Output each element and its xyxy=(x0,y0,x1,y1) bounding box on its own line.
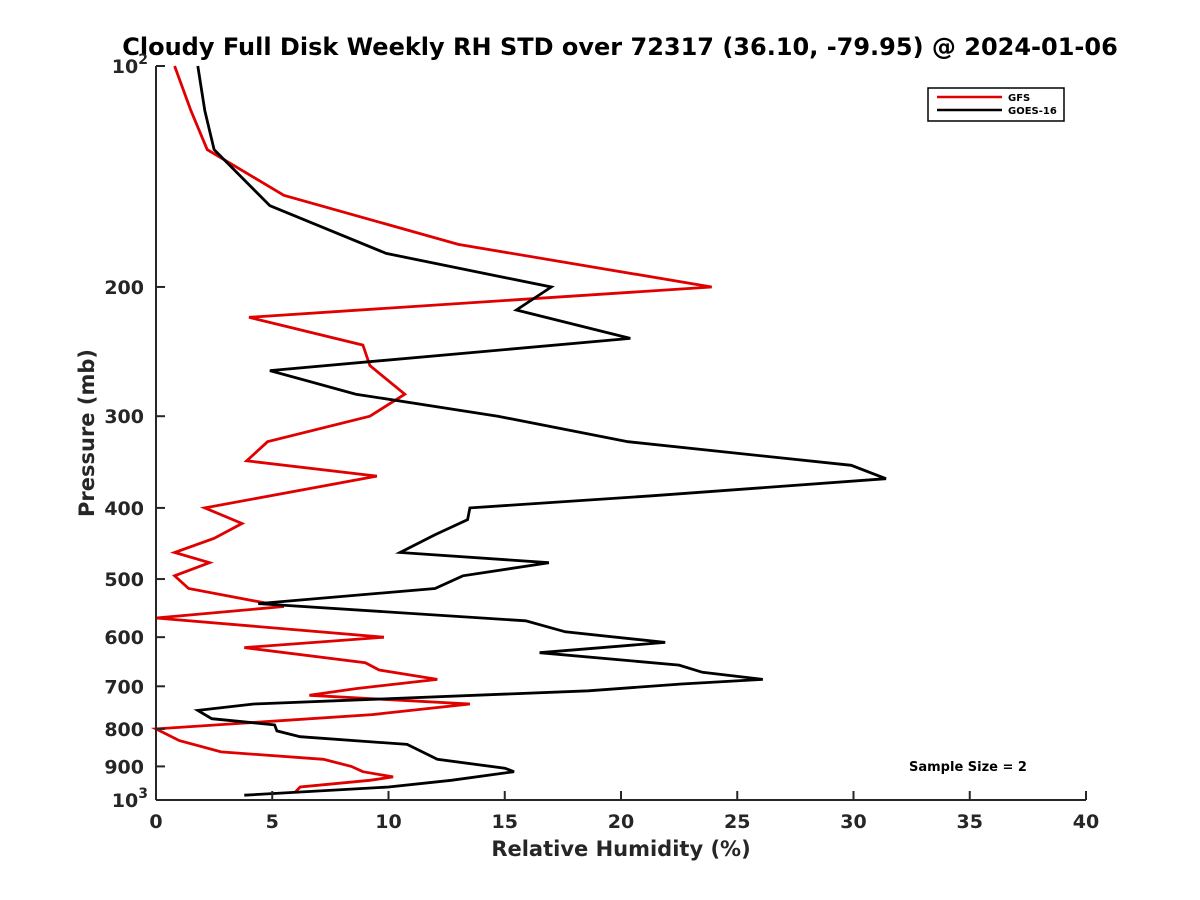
series-line-gfs xyxy=(150,65,712,793)
y-tick-label: 400 xyxy=(104,498,144,520)
x-tick-label: 35 xyxy=(957,811,983,833)
series-layer xyxy=(150,65,887,797)
y-tick-label: 200 xyxy=(104,277,144,299)
plot-background xyxy=(156,66,1086,800)
series-line-goes16 xyxy=(193,65,887,797)
y-axis-label: Pressure (mb) xyxy=(75,349,99,517)
y-tick-label: 800 xyxy=(104,719,144,741)
legend-box xyxy=(927,87,1065,122)
sample-size-annotation: Sample Size = 2 xyxy=(909,760,1027,775)
x-axis-label: Relative Humidity (%) xyxy=(491,837,750,861)
y-tick-label: 500 xyxy=(104,569,144,591)
x-axis-ticks: 0 5 10 15 20 25 30 35 40 xyxy=(149,791,1099,833)
plot-area xyxy=(156,66,1086,800)
x-tick-label: 0 xyxy=(149,811,162,833)
legend-label-goes16: GOES-16 xyxy=(1008,106,1057,117)
x-tick-label: 25 xyxy=(724,811,750,833)
legend: GFS GOES-16 xyxy=(927,87,1065,122)
x-tick-label: 5 xyxy=(266,811,279,833)
x-tick-label: 40 xyxy=(1073,811,1099,833)
y-tick-label: 700 xyxy=(104,676,144,698)
x-tick-label: 30 xyxy=(840,811,866,833)
y-tick-label: 103 xyxy=(112,786,148,812)
x-tick-label: 10 xyxy=(375,811,401,833)
x-tick-label: 20 xyxy=(608,811,634,833)
chart-title: Cloudy Full Disk Weekly RH STD over 7231… xyxy=(122,33,1118,61)
x-tick-label: 15 xyxy=(492,811,518,833)
legend-label-gfs: GFS xyxy=(1008,93,1030,104)
y-tick-label: 900 xyxy=(104,756,144,778)
y-tick-label: 102 xyxy=(112,52,148,78)
y-tick-label: 300 xyxy=(104,406,144,428)
y-tick-label: 600 xyxy=(104,627,144,649)
y-axis-ticks: 102 200 300 400 500 600 700 800 900 103 xyxy=(104,52,165,812)
